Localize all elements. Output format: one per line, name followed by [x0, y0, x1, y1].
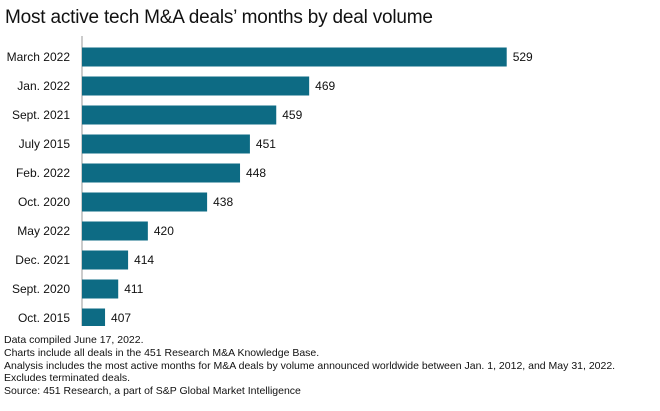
category-label: Dec. 2021: [15, 253, 70, 267]
bar: [82, 250, 129, 270]
category-label: July 2015: [19, 137, 71, 151]
category-label: May 2022: [17, 224, 70, 238]
category-label: March 2022: [7, 50, 71, 64]
chart-title: Most active tech M&A deals’ months by de…: [5, 7, 433, 28]
footnote-source: Source: 451 Research, a part of S&P Glob…: [4, 385, 301, 398]
category-label: Jan. 2022: [17, 79, 70, 93]
category-label: Feb. 2022: [16, 166, 70, 180]
footnotes: Data compiled June 17, 2022. Charts incl…: [4, 334, 656, 398]
footnote-date: Data compiled June 17, 2022.: [4, 334, 144, 346]
category-label: Sept. 2021: [12, 108, 70, 122]
footnote-method: Analysis includes the most active months…: [4, 359, 616, 385]
bar-value-label: 529: [513, 50, 533, 64]
bar-value-label: 459: [282, 108, 302, 122]
bar-value-label: 448: [246, 166, 266, 180]
bar: [82, 76, 310, 96]
bar: [82, 134, 250, 154]
category-label: Oct. 2015: [18, 311, 70, 325]
bar: [82, 308, 106, 326]
bars-layer: March 2022 529 Jan. 2022 469 Sept. 2021 459 Ju…: [7, 47, 533, 326]
bar-value-label: 407: [111, 311, 131, 325]
bar-value-label: 414: [134, 253, 154, 267]
bar-value-label: 420: [154, 224, 174, 238]
bar: [82, 279, 119, 299]
footnote-scope: Charts include all deals in the 451 Rese…: [4, 346, 320, 359]
bar-value-label: 411: [124, 282, 143, 296]
bar-value-label: 451: [256, 137, 276, 151]
bar-value-label: 438: [213, 195, 233, 209]
bar: [82, 47, 507, 67]
bar-value-label: 469: [315, 79, 335, 93]
category-label: Sept. 2020: [12, 282, 70, 296]
bar: [82, 163, 241, 183]
bar: [82, 221, 148, 241]
bar-chart: March 2022 529 Jan. 2022 469 Sept. 2021 459 Ju…: [7, 36, 533, 326]
bar: [82, 105, 277, 125]
category-label: Oct. 2020: [18, 195, 70, 209]
bar: [82, 192, 208, 212]
